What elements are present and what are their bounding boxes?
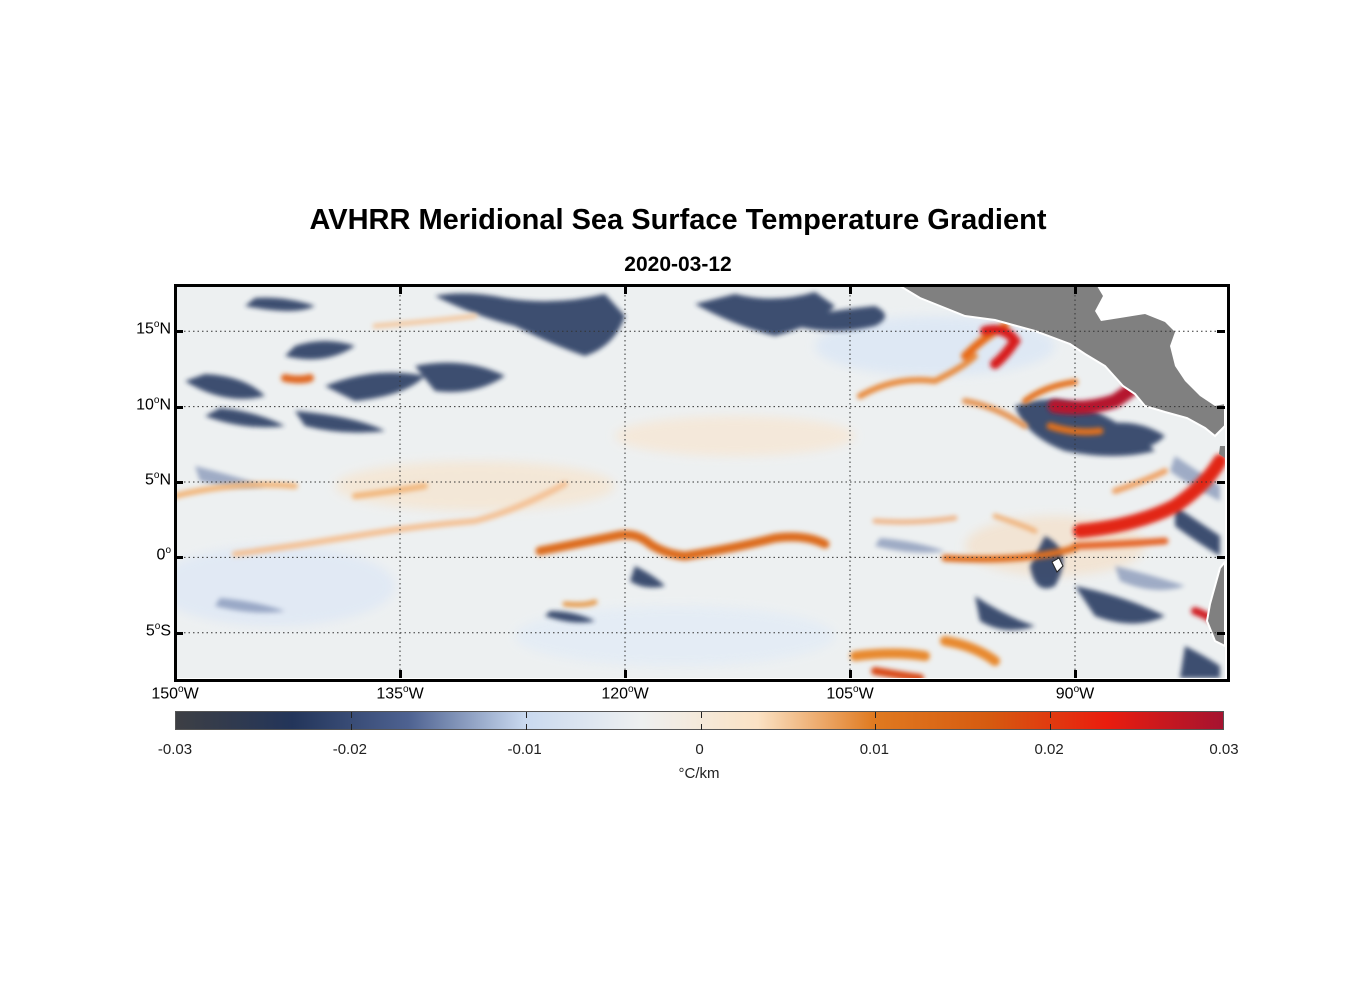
lon-tick-label: 150oW	[151, 684, 199, 703]
lat-tick-mark	[1217, 481, 1225, 484]
lon-tick-mark	[624, 286, 627, 294]
lat-tick-mark	[1217, 405, 1225, 409]
lat-tick-label: 10oN	[136, 394, 171, 413]
colorbar-tick	[875, 712, 877, 718]
gradient-map	[175, 286, 1225, 678]
lon-tick-mark	[174, 670, 177, 678]
colorbar-tick-label: -0.03	[157, 741, 193, 758]
lon-tick-mark	[624, 670, 627, 678]
lat-tick-mark	[175, 631, 183, 635]
lon-tick-label: 135oW	[376, 684, 424, 703]
colorbar-tick	[1050, 724, 1052, 730]
colorbar-tick	[525, 724, 527, 730]
lon-tick-label: 90oW	[1055, 684, 1095, 703]
map-subtitle: 2020-03-12	[624, 253, 732, 276]
lat-tick-mark	[1217, 556, 1225, 560]
map-title: AVHRR Meridional Sea Surface Temperature…	[309, 204, 1047, 236]
colorbar-tick-label: 0.01	[859, 741, 889, 758]
colorbar-tick	[350, 724, 352, 730]
lon-tick-label: 120oW	[601, 684, 649, 703]
lon-tick-mark	[174, 286, 177, 294]
colorbar-tick	[525, 712, 527, 718]
lat-tick-mark	[175, 330, 183, 334]
lat-tick-mark	[175, 481, 183, 484]
lat-tick-label: 5oS	[145, 620, 171, 640]
lat-tick-label: 15oN	[136, 319, 171, 338]
lat-tick-mark	[1217, 330, 1225, 334]
lon-tick-mark	[1074, 286, 1077, 294]
lon-tick-label: 105oW	[826, 684, 874, 703]
lon-tick-mark	[399, 670, 402, 678]
lon-tick-mark	[849, 286, 852, 294]
colorbar-tick-label: -0.01	[507, 741, 542, 758]
lon-tick-mark	[849, 670, 852, 678]
colorbar	[175, 711, 1224, 730]
lat-tick-label: 0o	[156, 545, 171, 564]
colorbar-tick-label: 0.02	[1034, 741, 1064, 758]
colorbar-tick	[700, 724, 702, 730]
lat-tick-mark	[1217, 631, 1225, 635]
colorbar-tick	[350, 712, 352, 718]
colorbar-tick-label: -0.02	[332, 741, 367, 758]
gradient-field	[175, 286, 1225, 678]
colorbar-tick	[875, 724, 877, 730]
colorbar-tick-label: 0.03	[1209, 741, 1239, 758]
lon-tick-mark	[1074, 670, 1077, 678]
lon-tick-mark	[399, 286, 402, 294]
colorbar-units: °C/km	[678, 765, 720, 782]
lat-tick-mark	[175, 405, 183, 409]
lat-tick-mark	[175, 556, 183, 560]
colorbar-tick-label: 0	[695, 741, 704, 758]
colorbar-tick	[1050, 712, 1052, 718]
colorbar-tick	[700, 712, 702, 718]
lat-tick-label: 5oN	[144, 470, 171, 489]
